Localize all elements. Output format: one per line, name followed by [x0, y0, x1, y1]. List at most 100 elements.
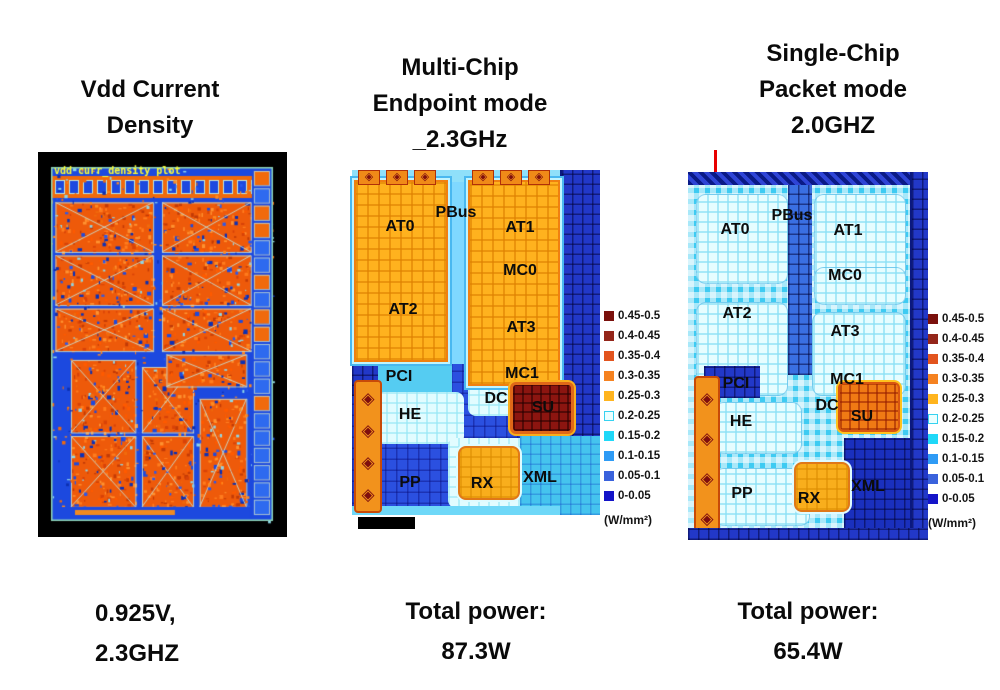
power-density-legend: 0.45-0.5 0.4-0.45 0.35-0.4 0.3-0.35 0.25-0.3… [604, 310, 660, 527]
hotspot-marker: ◈ [528, 170, 550, 185]
region-label-dc: DC [484, 390, 508, 407]
region-label-pci: PCI [722, 375, 750, 392]
legend-label: 0.25-0.3 [618, 389, 661, 402]
region-label-dc: DC [815, 397, 839, 414]
legend-swatch-icon [604, 410, 614, 421]
legend-entry: 0.05-0.1 [928, 473, 984, 485]
caption-line: Total power: [405, 598, 547, 625]
region-label-mc1: MC1 [505, 365, 539, 382]
legend-entry: 0.45-0.5 [604, 309, 661, 322]
left-panel-title: Vdd Current Density [30, 72, 270, 144]
caption-line: Total power: [737, 598, 879, 625]
legend-label: 0.3-0.35 [618, 369, 661, 382]
title-line: Single-Chip [766, 40, 900, 67]
region-label-at2: AT2 [722, 305, 752, 322]
navy-area-xml [844, 438, 910, 540]
diamond-icon: ◈ [392, 171, 402, 183]
pale-patch-dc [468, 382, 516, 416]
heatmap-multichip-endpoint: ◈ ◈ ◈ ◈ ◈ ◈ ◈ ◈ ◈ ◈ AT0 PBus AT1 MC0 AT2 AT3 PCI MC1 DC S… [352, 170, 600, 515]
hot-block-at1-at3 [468, 180, 560, 386]
region-label-pp: PP [399, 474, 421, 491]
legend-swatch-icon [604, 490, 614, 501]
power-density-legend: 0.45-0.5 0.4-0.45 0.35-0.4 0.3-0.35 0.25-0.3… [928, 313, 984, 530]
legend-entry: 0-0.05 [928, 492, 984, 505]
legend-entry: 0.3-0.35 [928, 373, 984, 385]
legend-label: 0.15-0.2 [942, 432, 985, 445]
legend-swatch-icon [928, 473, 938, 484]
legend-swatch-icon [604, 370, 614, 381]
region-label-pp: PP [731, 485, 753, 502]
cool-block-he [714, 402, 802, 454]
legend-entry: 0.15-0.2 [928, 432, 985, 445]
legend-entry: 0-0.05 [604, 490, 660, 502]
legend-swatch-icon [928, 393, 938, 404]
legend-swatch-icon [928, 453, 938, 464]
region-label-at1: AT1 [505, 219, 535, 236]
legend-swatch-icon [928, 313, 938, 324]
legend-swatch-icon [928, 433, 938, 444]
legend-swatch-icon [928, 493, 938, 504]
region-label-at2: AT2 [388, 301, 418, 318]
diamond-icon: ◈ [361, 453, 375, 473]
legend-swatch-icon [928, 353, 938, 364]
legend-label: 0-0.05 [942, 492, 975, 505]
region-label-xml: XML [523, 469, 557, 486]
title-line: Vdd Current [80, 76, 220, 103]
legend-swatch-icon [604, 390, 614, 401]
bottom-band [688, 528, 928, 540]
hot-strip-left: ◈ ◈ ◈ ◈ [354, 380, 382, 513]
region-label-at3: AT3 [506, 319, 536, 336]
diamond-icon: ◈ [361, 485, 375, 505]
legend-label: 0.35-0.4 [618, 349, 661, 362]
legend-entry: 0.35-0.4 [928, 352, 985, 365]
diamond-icon: ◈ [478, 171, 488, 183]
cool-block-pp [714, 468, 810, 526]
legend-entry: 0.05-0.1 [604, 470, 660, 482]
region-label-at1: AT1 [833, 222, 863, 239]
hotspot-marker: ◈ [386, 170, 408, 185]
legend-label: 0.45-0.5 [942, 312, 985, 325]
region-label-xml: XML [851, 478, 885, 495]
rx-hot-block [794, 462, 850, 512]
pbus-channel [788, 185, 812, 375]
right-panel-title: Single-Chip Packet mode 2.0GHZ [700, 36, 966, 144]
region-label-mc0: MC0 [503, 262, 537, 279]
cool-block-mc0 [814, 267, 906, 305]
diamond-icon: ◈ [361, 420, 375, 440]
diamond-icon: ◈ [364, 171, 374, 183]
legend-label: 0.4-0.45 [618, 329, 661, 342]
legend-unit: (W/mm²) [928, 516, 976, 530]
region-label-pbus: PBus [771, 207, 813, 224]
legend-swatch-icon [604, 470, 614, 481]
legend-swatch-icon [604, 430, 614, 441]
legend-label: 0.35-0.4 [942, 352, 985, 365]
region-label-mc1: MC1 [830, 371, 864, 388]
hot-strip-left: ◈ ◈ ◈ ◈ [694, 376, 720, 540]
region-label-pbus: PBus [435, 204, 477, 221]
diamond-icon: ◈ [506, 171, 516, 183]
cool-block-at3 [812, 312, 906, 396]
region-label-mc0: MC0 [828, 267, 862, 284]
legend-entry: 0.4-0.45 [928, 332, 985, 345]
hotspot-marker: ◈ [414, 170, 436, 185]
region-label-he: HE [729, 413, 753, 430]
legend-unit: (W/mm²) [604, 513, 652, 527]
hotspot-marker: ◈ [472, 170, 494, 185]
title-line: _2.3GHz [412, 126, 508, 153]
caption-line: 2.3GHZ [95, 640, 180, 667]
legend-entry: 0.25-0.3 [604, 389, 661, 402]
title-line: Endpoint mode [372, 90, 548, 117]
top-hotspot-row: ◈ ◈ ◈ ◈ ◈ ◈ [352, 170, 560, 186]
legend-swatch-icon [928, 373, 938, 384]
legend-entry: 0.2-0.25 [928, 413, 984, 425]
legend-label: 0.4-0.45 [942, 332, 985, 345]
cyan-area-xml [520, 436, 600, 515]
title-line: 2.0GHZ [790, 112, 876, 139]
red-marker-line [714, 150, 717, 172]
legend-label: 0.2-0.25 [618, 409, 661, 422]
legend-label: 0.45-0.5 [618, 309, 661, 322]
legend-label: 0.25-0.3 [942, 392, 985, 405]
su-hot-block [510, 382, 574, 434]
hotspot-marker: ◈ [500, 170, 522, 185]
left-panel-caption: 0.925V, 2.3GHZ [95, 594, 179, 674]
